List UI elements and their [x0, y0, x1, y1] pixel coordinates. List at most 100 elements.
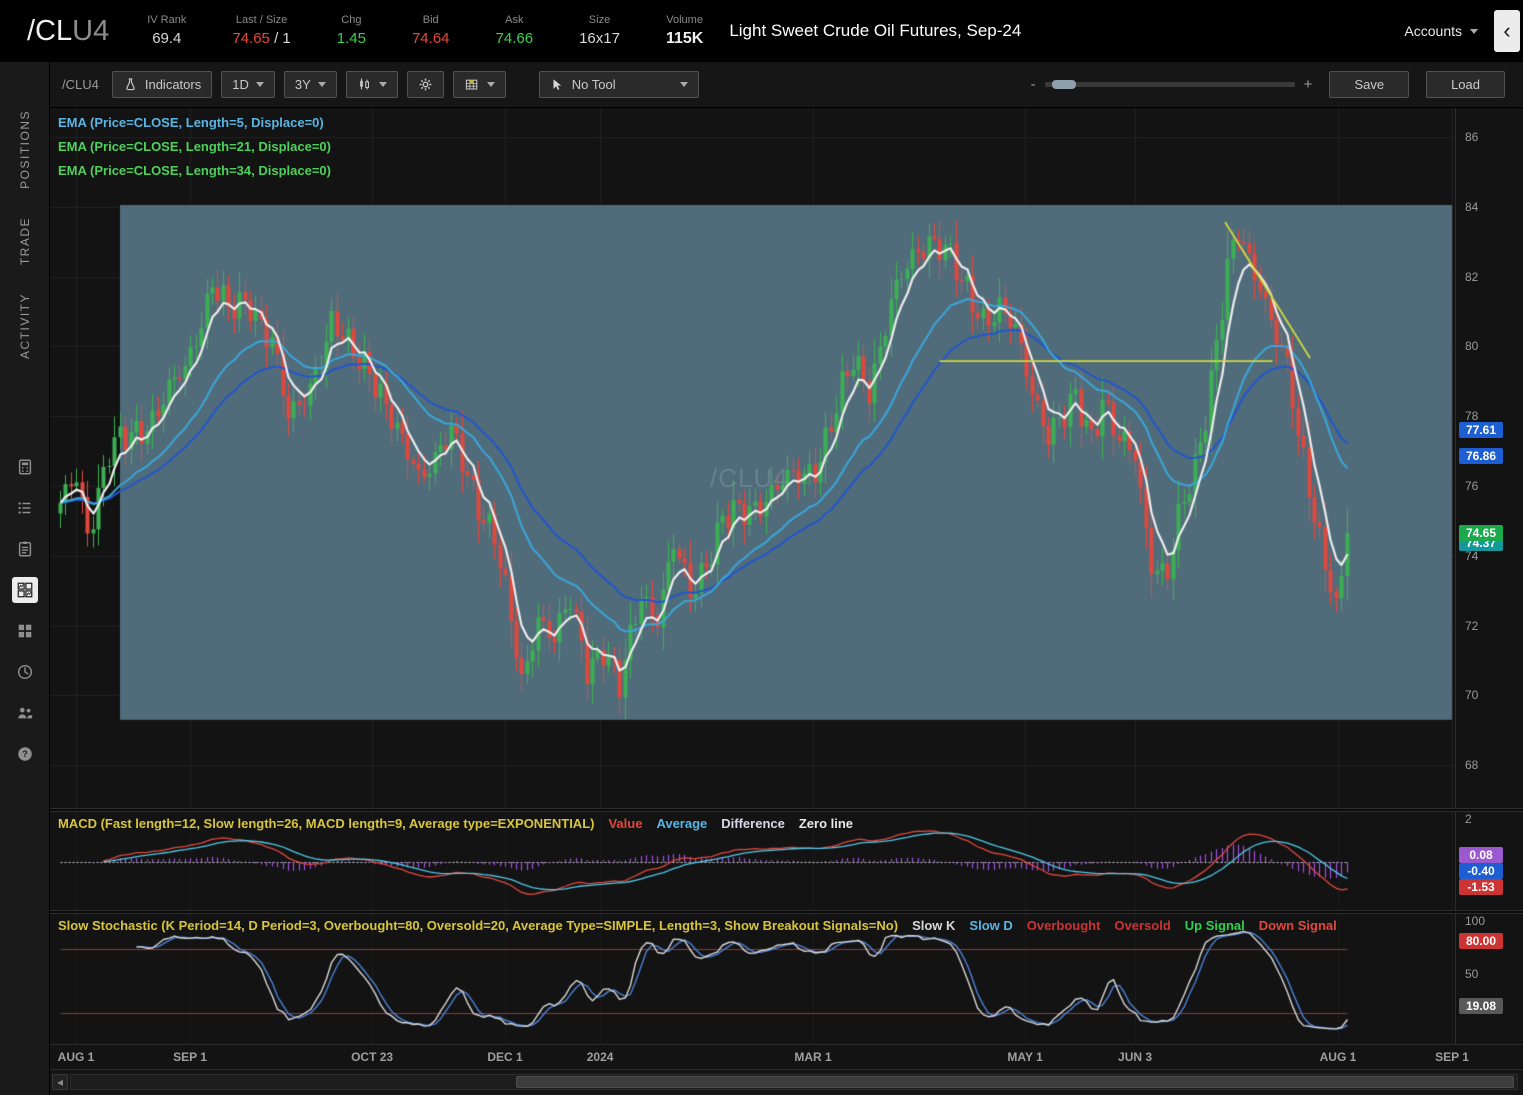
sidebar-tabs: POSITIONS TRADE ACTIVITY — [0, 110, 49, 359]
chart-grid-icon[interactable] — [12, 577, 38, 603]
header-stat: Chg1.45 — [337, 14, 366, 48]
header-stat: Volume115K — [666, 14, 703, 48]
save-button[interactable]: Save — [1329, 71, 1409, 98]
chevron-down-icon — [1470, 29, 1478, 34]
stoch-legend-item: Up Signal — [1185, 918, 1245, 933]
help-icon[interactable]: ? — [12, 741, 38, 767]
time-axis-label: 2024 — [587, 1050, 614, 1064]
price-badge: 74.65 — [1459, 525, 1503, 541]
chevron-down-icon — [256, 82, 264, 87]
ema-legend-0[interactable]: EMA (Price=CLOSE, Length=5, Displace=0) — [58, 115, 331, 130]
macd-legend-title[interactable]: MACD (Fast length=12, Slow length=26, MA… — [58, 816, 594, 831]
time-axis-label: AUG 1 — [1320, 1050, 1357, 1064]
accounts-label: Accounts — [1404, 23, 1462, 39]
price-axis-tick: 80 — [1465, 339, 1478, 353]
price-axis-tick: 74 — [1465, 549, 1478, 563]
scroll-left-button[interactable]: ◂ — [52, 1074, 68, 1090]
stochastic-panel: Slow Stochastic (K Period=14, D Period=3… — [50, 914, 1455, 1044]
chart-scrollbar: ◂ — [50, 1069, 1523, 1095]
ema-legend-2[interactable]: EMA (Price=CLOSE, Length=34, Displace=0) — [58, 163, 331, 178]
stoch-badge: 19.08 — [1459, 998, 1503, 1014]
time-axis-label: SEP 1 — [173, 1050, 207, 1064]
time-axis-label: MAR 1 — [794, 1050, 831, 1064]
load-button[interactable]: Load — [1426, 71, 1505, 98]
stat-value: 74.66 — [496, 30, 534, 47]
header-stat: Bid74.64 — [412, 14, 450, 48]
stat-value: 115K — [666, 30, 703, 48]
price-chart-canvas[interactable] — [50, 108, 1455, 808]
save-label: Save — [1354, 77, 1384, 92]
timeframe-dropdown[interactable]: 1D — [221, 71, 275, 98]
price-chart-legend: EMA (Price=CLOSE, Length=5, Displace=0) E… — [58, 115, 331, 178]
price-axis-tick: 84 — [1465, 200, 1478, 214]
list-icon[interactable] — [12, 495, 38, 521]
macd-legend-item: Zero line — [799, 816, 853, 831]
chevron-down-icon — [487, 82, 495, 87]
people-icon[interactable] — [12, 700, 38, 726]
stoch-legend-item: Overbought — [1027, 918, 1101, 933]
price-badge: 77.61 — [1459, 422, 1503, 438]
stoch-axis-tick: 50 — [1465, 967, 1478, 981]
chart-settings-button[interactable] — [407, 71, 444, 98]
sidebar-tab-positions[interactable]: POSITIONS — [18, 110, 32, 189]
collapse-panel-button[interactable]: ‹ — [1494, 10, 1520, 52]
macd-badge: -1.53 — [1459, 879, 1503, 895]
scrollbar-track[interactable] — [70, 1074, 1518, 1090]
macd-legend-item: Value — [608, 816, 642, 831]
indicators-button[interactable]: Indicators — [112, 71, 212, 98]
accounts-menu[interactable]: Accounts — [1404, 23, 1478, 39]
price-axis: 8684828078767472706877.6176.8674.3774.65… — [1455, 108, 1523, 1044]
stat-label: Ask — [505, 14, 523, 26]
zoom-in-label[interactable]: + — [1304, 76, 1313, 93]
stat-value: 69.4 — [152, 30, 181, 47]
price-axis-tick: 70 — [1465, 688, 1478, 702]
calculator-icon[interactable] — [12, 454, 38, 480]
stoch-legend-title[interactable]: Slow Stochastic (K Period=14, D Period=3… — [58, 918, 898, 933]
contract-title: Light Sweet Crude Oil Futures, Sep-24 — [729, 21, 1021, 41]
symbol-suffix: U4 — [72, 15, 109, 47]
zoom-slider[interactable] — [1045, 82, 1295, 87]
zoom-control: - + — [1031, 76, 1313, 93]
cursor-icon — [550, 78, 564, 92]
drawing-tool-dropdown[interactable]: No Tool — [539, 71, 699, 98]
time-axis-label: SEP 1 — [1435, 1050, 1469, 1064]
stat-label: Last / Size — [236, 14, 287, 26]
zoom-out-label[interactable]: - — [1031, 76, 1036, 93]
symbol-title[interactable]: /CLU4 — [27, 15, 109, 48]
range-label: 3Y — [295, 77, 311, 92]
toolbar-symbol-label: /CLU4 — [62, 77, 99, 92]
time-axis-label: OCT 23 — [351, 1050, 393, 1064]
ema-legend-1[interactable]: EMA (Price=CLOSE, Length=21, Displace=0) — [58, 139, 331, 154]
clock-icon[interactable] — [12, 659, 38, 685]
price-axis-tick: 76 — [1465, 479, 1478, 493]
time-axis: AUG 1SEP 1OCT 23DEC 12024MAR 1MAY 1JUN 3… — [50, 1044, 1523, 1069]
zoom-slider-thumb[interactable] — [1052, 80, 1076, 89]
stat-label: Bid — [423, 14, 439, 26]
macd-badge: -0.40 — [1459, 863, 1503, 879]
grid-style-dropdown[interactable] — [453, 71, 506, 98]
stochastic-chart-canvas[interactable] — [50, 914, 1455, 1044]
sidebar-tab-trade[interactable]: TRADE — [18, 217, 32, 265]
panel-resize-handle[interactable] — [50, 808, 1523, 812]
stat-value: 16x17 — [579, 30, 620, 47]
studies-flask-icon — [123, 77, 138, 92]
checklist-icon[interactable] — [12, 536, 38, 562]
trading-app: /CLU4 IV Rank69.4Last / Size74.65 / 1Chg… — [0, 0, 1523, 1095]
stat-label: Size — [589, 14, 610, 26]
dashboard-icon[interactable] — [12, 618, 38, 644]
stat-label: IV Rank — [147, 14, 186, 26]
load-label: Load — [1451, 77, 1480, 92]
macd-axis-tick: 2 — [1465, 812, 1472, 826]
price-axis-tick: 86 — [1465, 130, 1478, 144]
indicators-label: Indicators — [145, 77, 201, 92]
sidebar-tab-activity[interactable]: ACTIVITY — [18, 293, 32, 359]
scrollbar-thumb[interactable] — [516, 1076, 1514, 1088]
stoch-badge: 80.00 — [1459, 933, 1503, 949]
panel-resize-handle[interactable] — [50, 910, 1523, 914]
stoch-legend-item: Slow D — [969, 918, 1012, 933]
stoch-legend-item: Oversold — [1114, 918, 1170, 933]
macd-badge: 0.08 — [1459, 847, 1503, 863]
stoch-legend-item: Slow K — [912, 918, 955, 933]
range-dropdown[interactable]: 3Y — [284, 71, 337, 98]
chart-type-dropdown[interactable] — [346, 71, 398, 98]
